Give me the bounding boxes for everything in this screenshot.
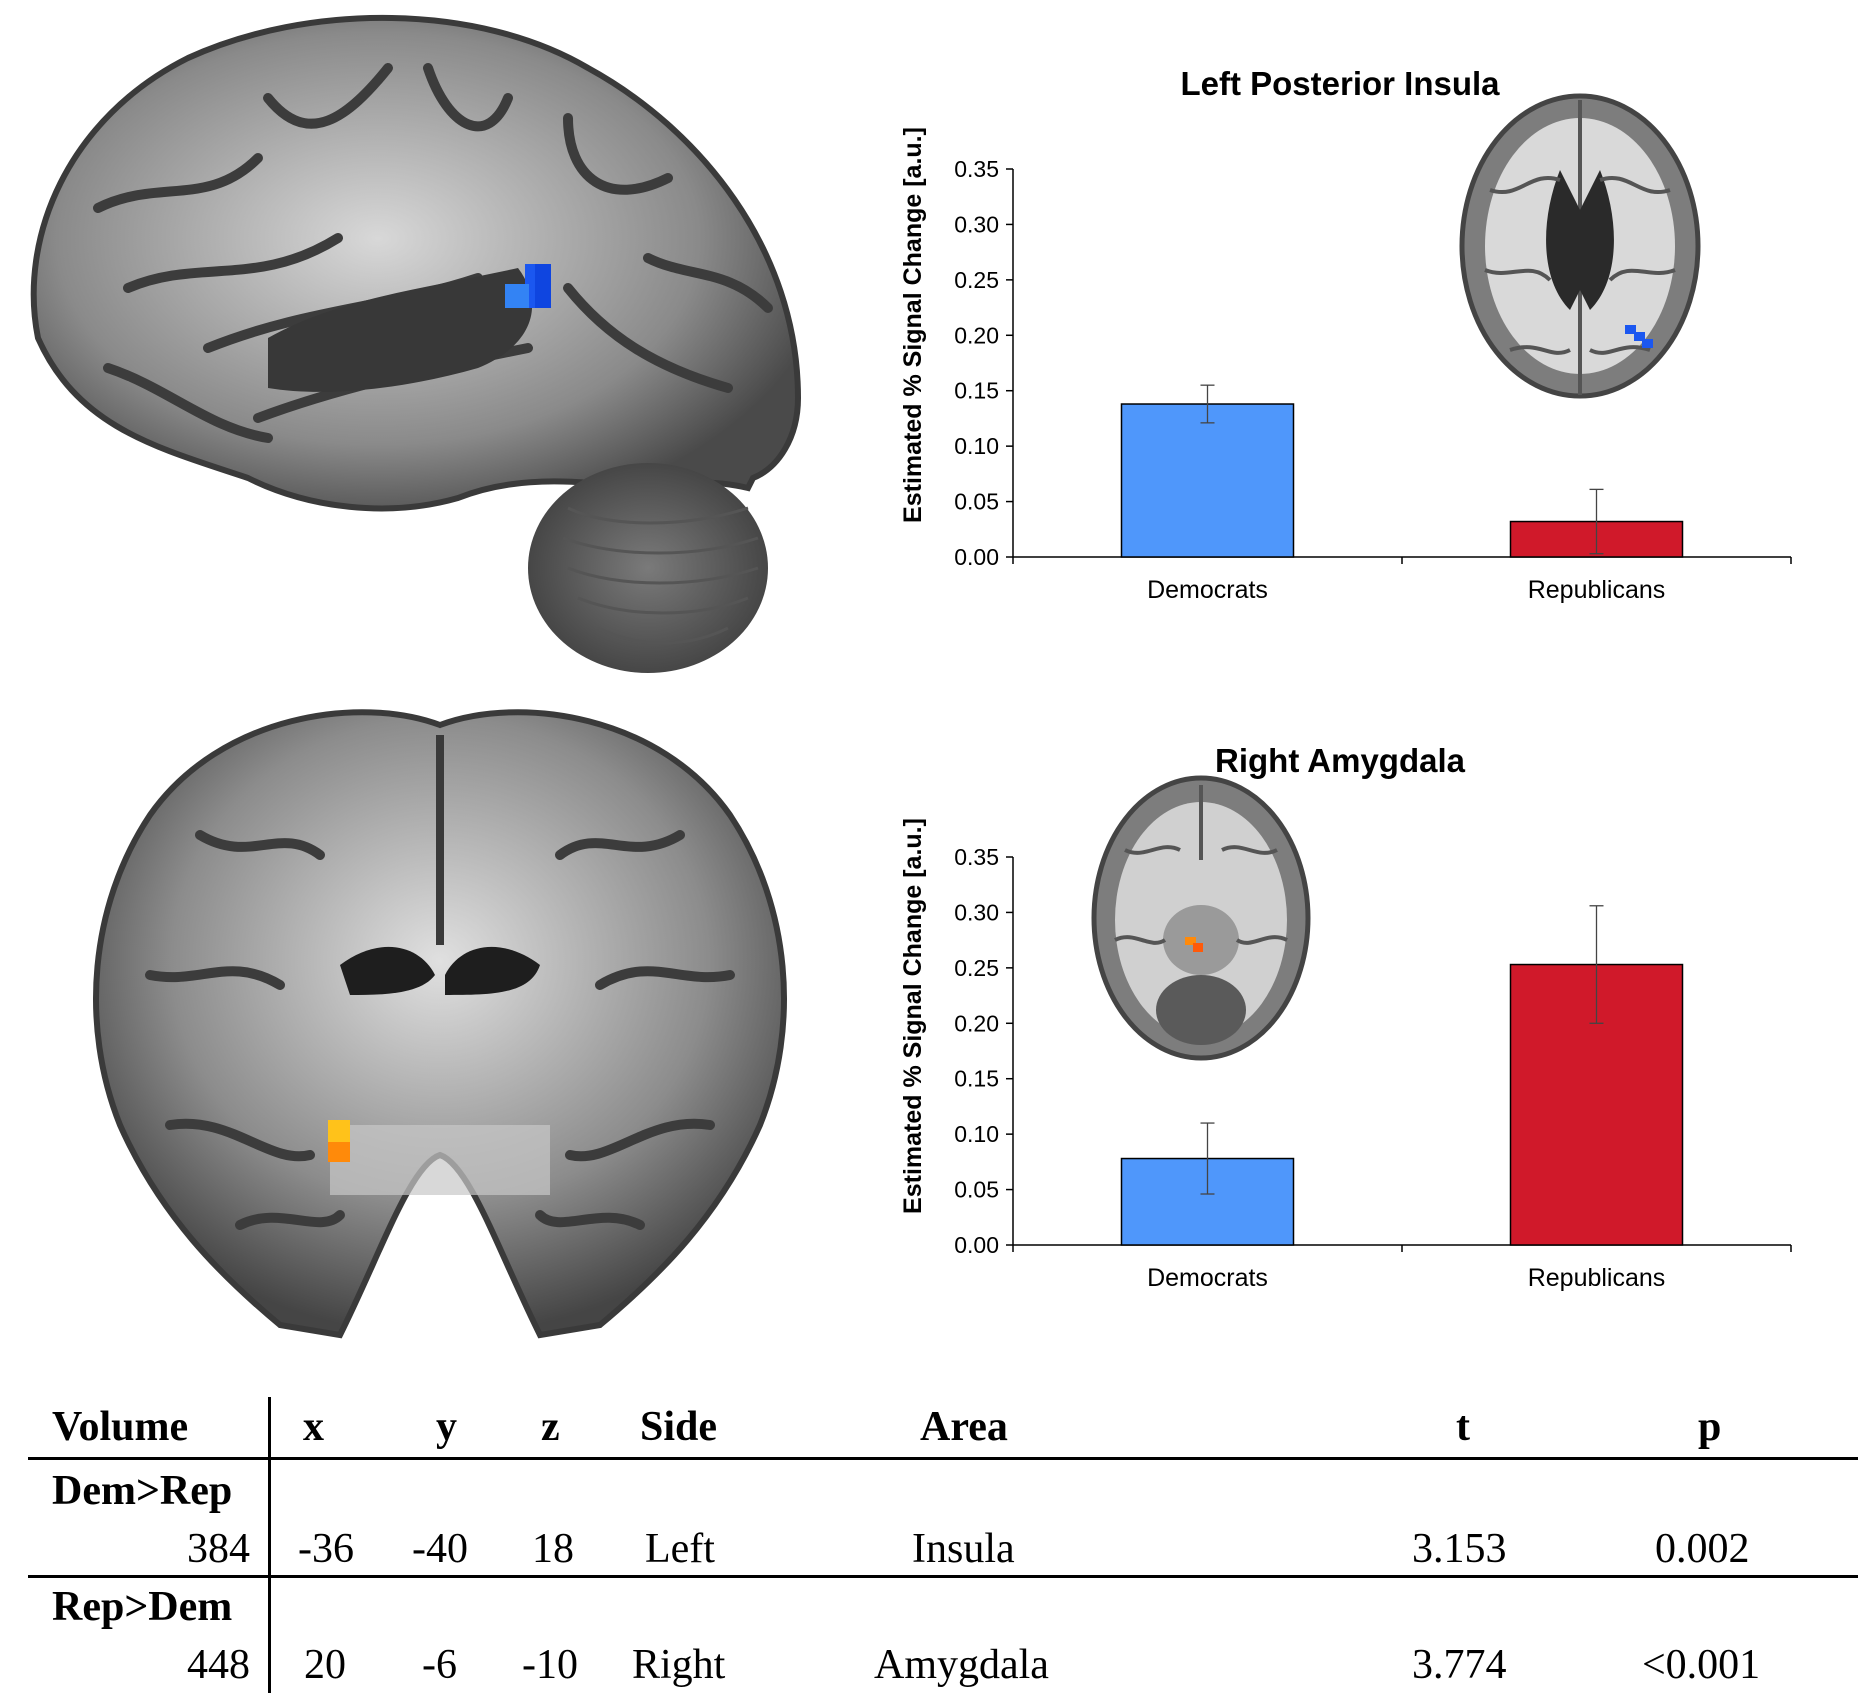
- table-cell-y: -6: [422, 1642, 457, 1688]
- y-tick-label: 0.05: [954, 1177, 999, 1203]
- amygdala-bar-chart: Right Amygdala Estimated % Signal Change…: [899, 742, 1792, 1292]
- coronal-brain-image: [93, 709, 787, 1339]
- y-tick-label: 0.35: [954, 844, 999, 870]
- y-tick-label: 0.30: [954, 899, 999, 925]
- x-tick-label: Republicans: [1528, 1264, 1666, 1292]
- insula-bar-chart: Left Posterior Insula Estimated % Signal…: [899, 65, 1792, 604]
- y-axis-label: Estimated % Signal Change [a.u.]: [899, 127, 927, 523]
- group-label: Rep>Dem: [52, 1584, 233, 1630]
- table-cell-area: Amygdala: [874, 1642, 1049, 1688]
- table-cell-volume: 384: [187, 1526, 250, 1572]
- header-rule: [28, 1457, 1858, 1460]
- table-cell-volume: 448: [187, 1642, 250, 1688]
- chart-title: Right Amygdala: [1215, 742, 1466, 779]
- y-tick-label: 0.25: [954, 955, 999, 981]
- chart-title: Left Posterior Insula: [1180, 65, 1500, 102]
- axial-brain-inset: [1091, 775, 1311, 1061]
- y-tick-label: 0.00: [954, 544, 999, 570]
- header-volume: Volume: [52, 1404, 189, 1450]
- y-tick-label: 0.35: [954, 156, 999, 182]
- table-cell-x: 20: [304, 1642, 346, 1688]
- y-tick-label: 0.25: [954, 267, 999, 293]
- header-area: Area: [920, 1404, 1008, 1450]
- y-tick-label: 0.30: [954, 211, 999, 237]
- y-tick-label: 0.15: [954, 1066, 999, 1092]
- bar-democrats: [1120, 403, 1295, 558]
- y-tick-label: 0.10: [954, 433, 999, 459]
- axial-brain-inset: [1459, 93, 1701, 399]
- table-cell-y: -40: [412, 1526, 468, 1572]
- table-cell-area: Insula: [912, 1526, 1015, 1572]
- y-axis-label: Estimated % Signal Change [a.u.]: [899, 818, 927, 1214]
- header-side: Side: [640, 1404, 718, 1450]
- x-tick-label: Democrats: [1147, 576, 1268, 604]
- table-cell-z: 18: [532, 1526, 574, 1572]
- y-tick-label: 0.20: [954, 1010, 999, 1036]
- y-tick-label: 0.10: [954, 1121, 999, 1147]
- table-cell-x: -36: [298, 1526, 354, 1572]
- y-tick-label: 0.20: [954, 322, 999, 348]
- header-t: t: [1456, 1404, 1470, 1450]
- table-cell-p: <0.001: [1642, 1642, 1761, 1688]
- table-cell-z: -10: [522, 1642, 578, 1688]
- y-tick-label: 0.05: [954, 489, 999, 515]
- header-p: p: [1698, 1404, 1722, 1450]
- group-label: Dem>Rep: [52, 1468, 233, 1514]
- table-cell-t: 3.153: [1412, 1526, 1507, 1572]
- results-table: Volume x y z Side Area t p Dem>Rep 384 -…: [28, 1395, 1860, 1695]
- y-tick-label: 0.15: [954, 378, 999, 404]
- table-cell-t: 3.774: [1412, 1642, 1507, 1688]
- table-cell-side: Left: [645, 1526, 715, 1572]
- table-cell-side: Right: [632, 1642, 726, 1688]
- group-rule: [28, 1575, 1858, 1578]
- header-x: x: [303, 1404, 324, 1450]
- column-divider: [268, 1397, 271, 1693]
- x-tick-label: Republicans: [1528, 576, 1666, 604]
- table-cell-p: 0.002: [1655, 1526, 1750, 1572]
- sagittal-brain-image: [30, 14, 802, 673]
- header-z: z: [541, 1404, 560, 1450]
- y-tick-label: 0.00: [954, 1232, 999, 1258]
- x-tick-label: Democrats: [1147, 1264, 1268, 1292]
- header-y: y: [436, 1404, 457, 1450]
